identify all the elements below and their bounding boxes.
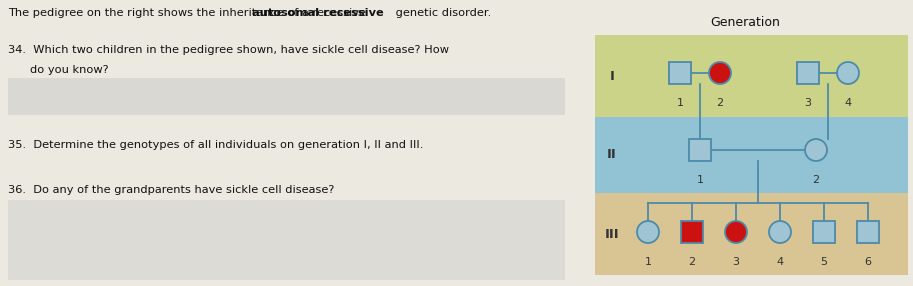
FancyBboxPatch shape: [8, 200, 565, 280]
Text: 1: 1: [645, 257, 652, 267]
Text: autosomal recessive: autosomal recessive: [252, 8, 383, 18]
Circle shape: [769, 221, 791, 243]
Text: 6: 6: [865, 257, 872, 267]
Text: 2: 2: [717, 98, 724, 108]
Bar: [681, 221, 703, 243]
Text: 3: 3: [804, 98, 812, 108]
Text: II: II: [607, 148, 617, 162]
Bar: [669, 62, 691, 84]
Text: 4: 4: [776, 257, 783, 267]
Bar: [797, 62, 819, 84]
FancyBboxPatch shape: [595, 193, 908, 275]
Text: 34.  Which two children in the pedigree shown, have sickle cell disease? How: 34. Which two children in the pedigree s…: [8, 45, 449, 55]
Text: 1: 1: [697, 175, 704, 185]
Circle shape: [805, 139, 827, 161]
Text: genetic disorder.: genetic disorder.: [392, 8, 491, 18]
FancyBboxPatch shape: [595, 35, 908, 117]
Bar: [813, 221, 835, 243]
Text: do you know?: do you know?: [30, 65, 109, 75]
Circle shape: [637, 221, 659, 243]
Text: 1: 1: [677, 98, 684, 108]
Bar: [689, 139, 711, 161]
Text: The pedigree on the right shows the inheritance of a recessive: The pedigree on the right shows the inhe…: [8, 8, 370, 18]
Text: 5: 5: [821, 257, 827, 267]
Circle shape: [725, 221, 747, 243]
Text: 36.  Do any of the grandparents have sickle cell disease?: 36. Do any of the grandparents have sick…: [8, 185, 334, 195]
FancyBboxPatch shape: [8, 78, 565, 115]
Text: 35.  Determine the genotypes of all individuals on generation I, II and III.: 35. Determine the genotypes of all indiv…: [8, 140, 424, 150]
Circle shape: [837, 62, 859, 84]
Text: Generation: Generation: [710, 15, 780, 29]
FancyBboxPatch shape: [595, 117, 908, 193]
Text: 3: 3: [732, 257, 740, 267]
Bar: [857, 221, 879, 243]
Text: 4: 4: [845, 98, 852, 108]
Text: I: I: [610, 69, 614, 82]
Text: 2: 2: [688, 257, 696, 267]
Text: 2: 2: [813, 175, 820, 185]
Circle shape: [709, 62, 731, 84]
Text: III: III: [604, 227, 619, 241]
